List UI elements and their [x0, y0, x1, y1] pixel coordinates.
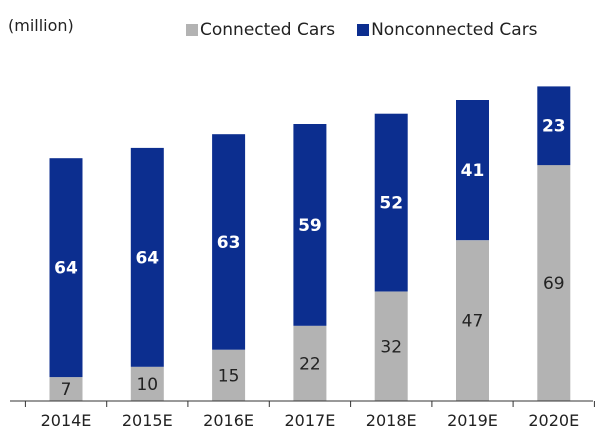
data-label-nonconnected-2017E: 59 [298, 216, 322, 236]
data-label-nonconnected-2014E: 64 [54, 259, 78, 279]
x-tick-label-2014E: 2014E [41, 411, 92, 430]
bar-connected-2016E [212, 349, 246, 401]
x-tick-label-2015E: 2015E [122, 411, 173, 430]
bar-nonconnected-2017E [293, 124, 327, 326]
x-tick-label-2020E: 2020E [528, 411, 579, 430]
data-label-connected-2015E: 10 [136, 375, 158, 395]
data-label-connected-2014E: 7 [61, 380, 72, 400]
data-label-connected-2017E: 22 [299, 354, 321, 374]
bar-nonconnected-2019E [456, 100, 489, 241]
x-tick-label-2019E: 2019E [447, 411, 498, 430]
bar-connected-2020E [537, 165, 571, 401]
data-label-connected-2016E: 15 [218, 366, 240, 386]
legend-item-nonconnected-cars: Nonconnected Cars [357, 20, 538, 40]
data-label-nonconnected-2019E: 41 [461, 161, 485, 181]
data-label-nonconnected-2015E: 64 [135, 248, 159, 268]
bar-connected-2015E [130, 366, 164, 401]
data-label-nonconnected-2016E: 63 [217, 233, 241, 253]
x-tick-label-2016E: 2016E [203, 411, 254, 430]
legend: Connected Cars Nonconnected Cars [186, 20, 560, 40]
bar-nonconnected-2016E [212, 134, 246, 350]
bar-connected-2018E [374, 291, 408, 401]
legend-swatch-nonconnected-cars [357, 24, 370, 36]
data-label-connected-2018E: 32 [380, 337, 402, 357]
bar-nonconnected-2018E [374, 113, 408, 292]
data-label-connected-2020E: 69 [543, 274, 565, 294]
legend-label-nonconnected-cars: Nonconnected Cars [371, 20, 538, 40]
bar-nonconnected-2015E [130, 147, 164, 367]
data-label-connected-2019E: 47 [462, 312, 484, 332]
legend-label-connected-cars: Connected Cars [200, 20, 336, 40]
bar-nonconnected-2020E [537, 86, 571, 166]
bar-connected-2019E [456, 240, 489, 401]
x-tick-label-2017E: 2017E [284, 411, 335, 430]
bar-connected-2014E [49, 377, 83, 401]
data-label-nonconnected-2018E: 52 [379, 194, 403, 214]
legend-swatch-connected-cars [186, 24, 198, 36]
data-label-nonconnected-2020E: 23 [542, 117, 566, 137]
x-tick-label-2018E: 2018E [366, 411, 417, 430]
bar-nonconnected-2014E [49, 158, 83, 378]
unit-label: (million) [8, 16, 74, 35]
bar-connected-2017E [293, 325, 327, 401]
legend-item-connected-cars: Connected Cars [186, 20, 335, 40]
